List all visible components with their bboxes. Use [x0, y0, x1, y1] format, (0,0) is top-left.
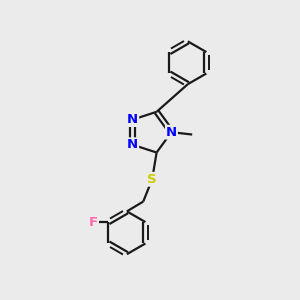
Text: N: N	[166, 126, 177, 139]
Text: N: N	[127, 113, 138, 126]
Text: N: N	[127, 138, 138, 151]
Text: S: S	[147, 173, 157, 186]
Text: F: F	[89, 216, 98, 229]
